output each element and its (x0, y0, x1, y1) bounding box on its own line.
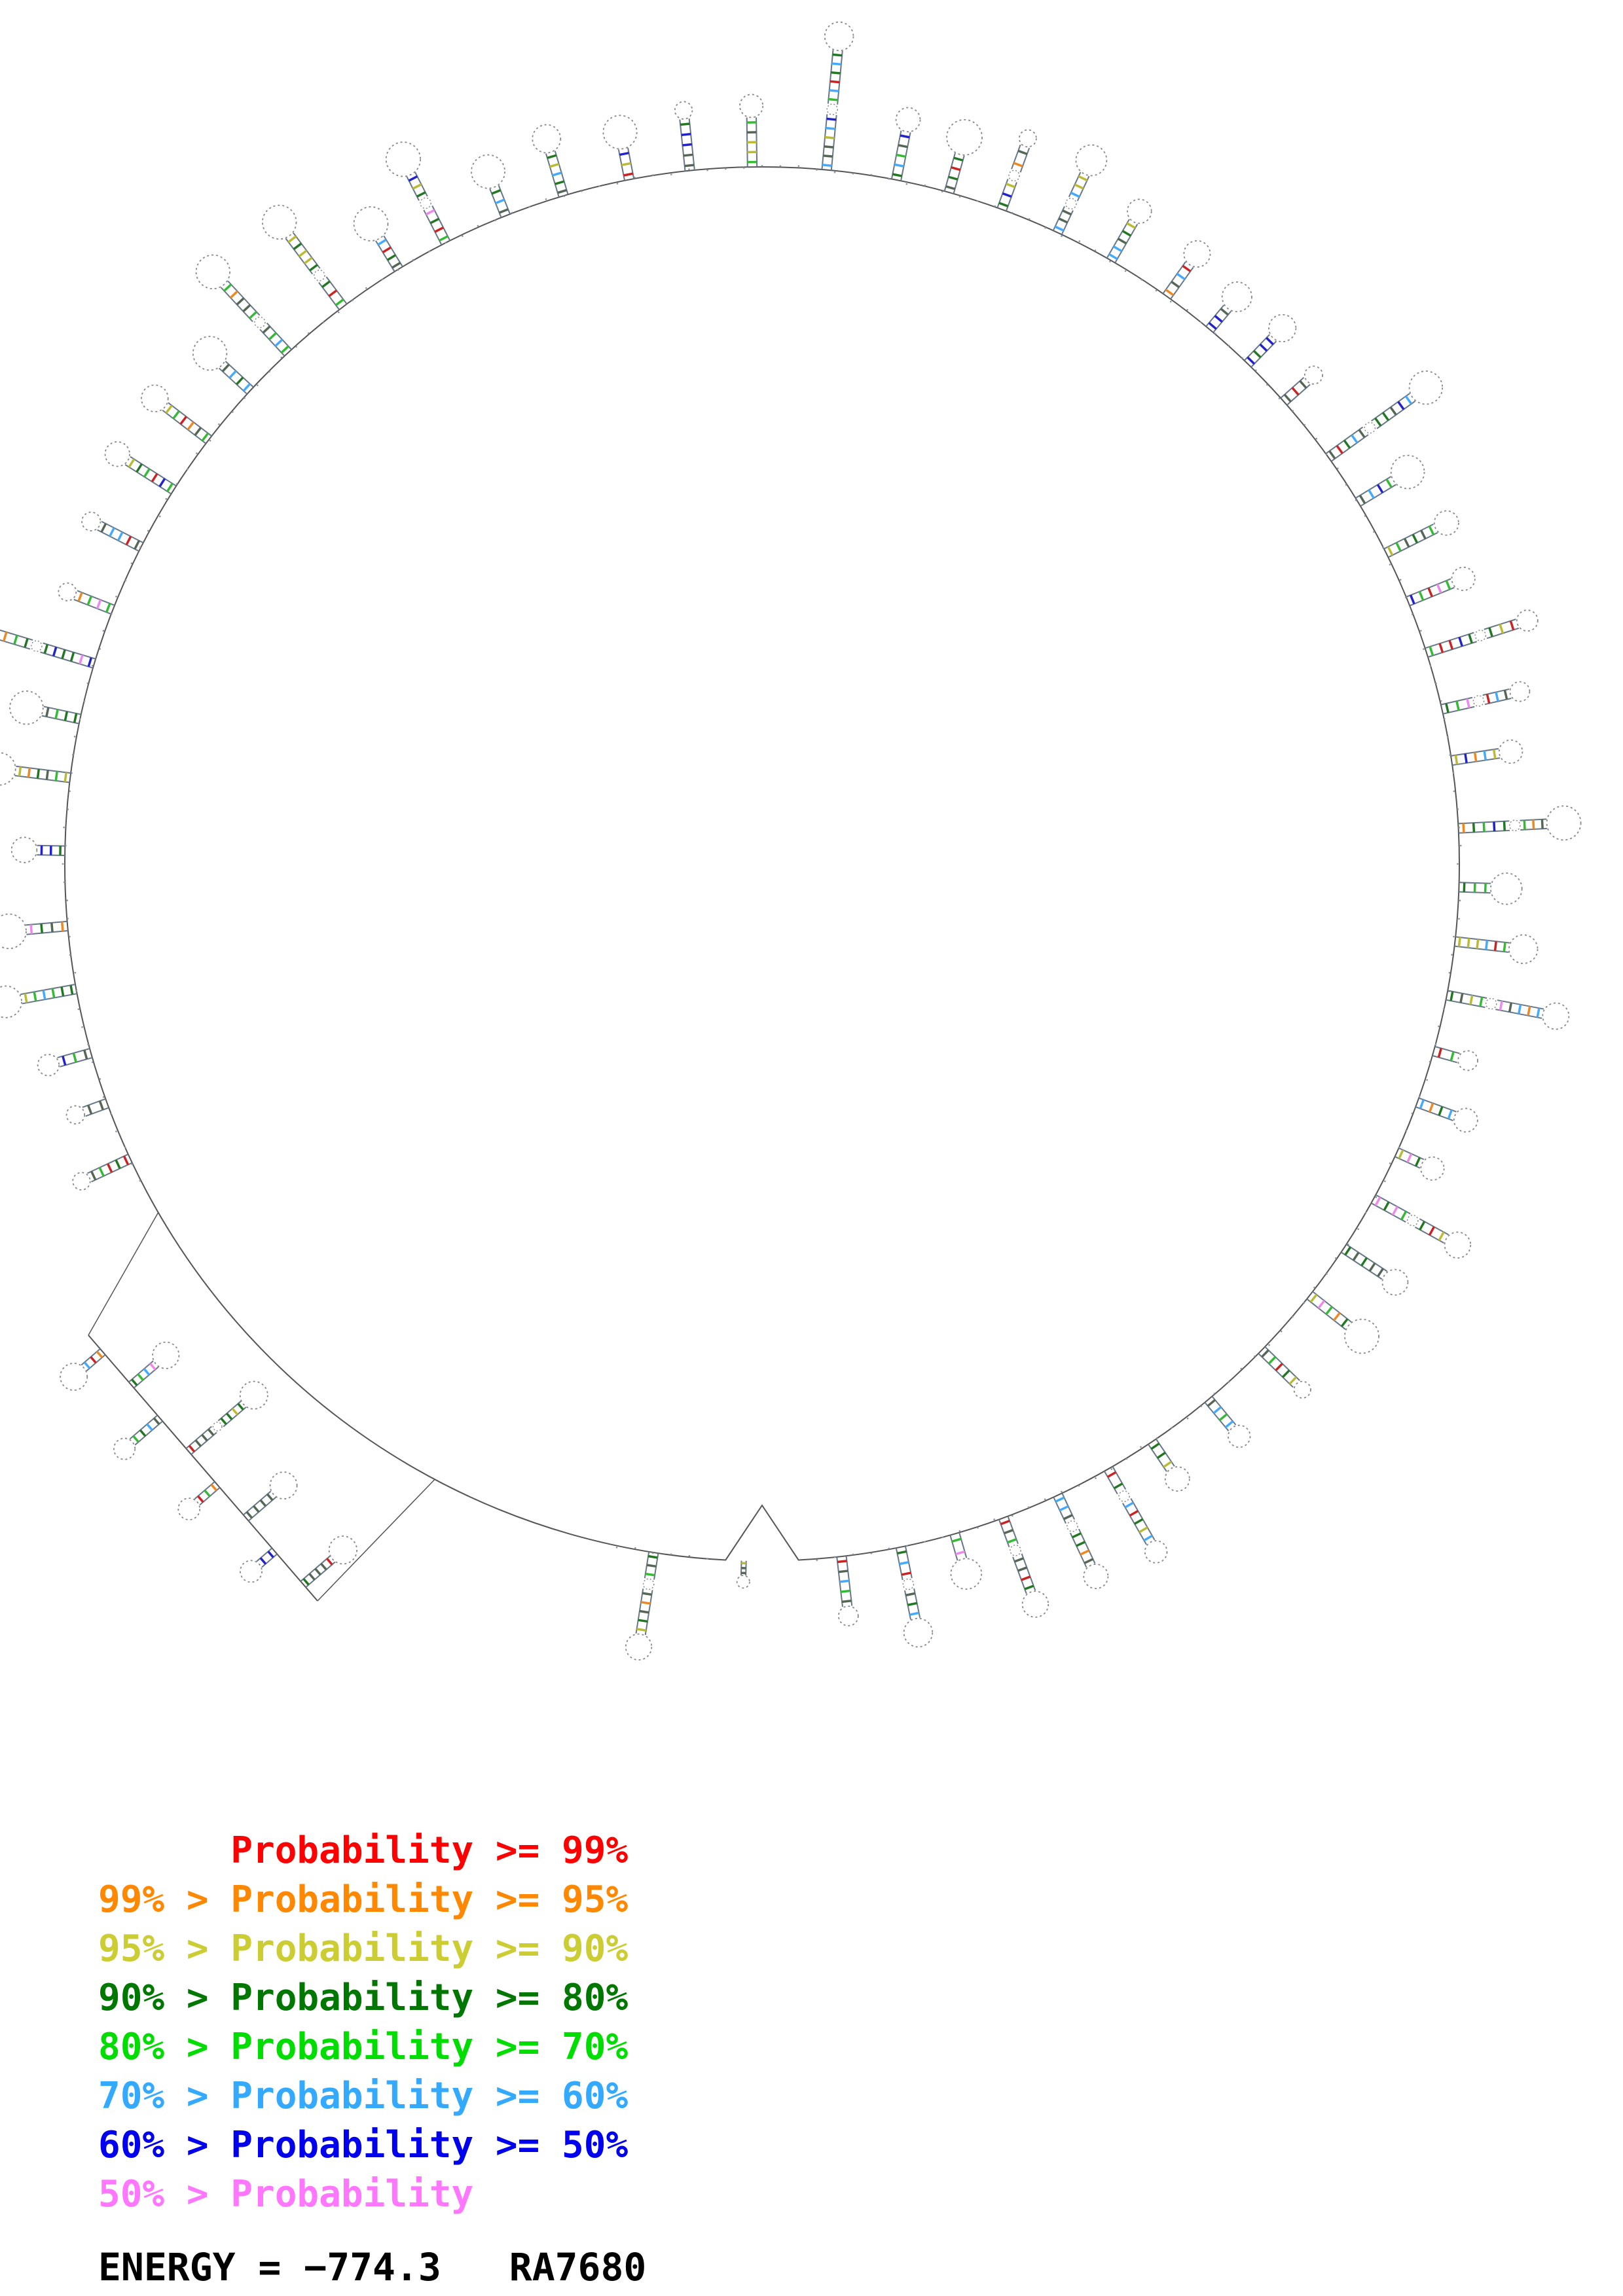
hairpin (195, 254, 292, 357)
legend-item-50-60: 60% > Probability >= 50% (98, 2124, 629, 2166)
hairpin (895, 1546, 934, 1648)
legend-item-60-70: 70% > Probability >= 60% (98, 2075, 629, 2117)
hairpin (836, 1556, 859, 1626)
hairpin (943, 118, 983, 194)
hairpin (60, 1348, 106, 1391)
hairpin (1425, 609, 1539, 658)
legend-item-70-80: 80% > Probability >= 70% (98, 2026, 629, 2068)
hairpin (185, 1380, 268, 1455)
hairpin (261, 204, 348, 310)
hairpin (0, 752, 71, 786)
hairpin (9, 690, 81, 725)
hairpin (739, 94, 764, 168)
hairpin (10, 836, 65, 863)
legend-item-95-99: 99% > Probability >= 95% (98, 1878, 629, 1921)
hairpin (300, 1535, 358, 1588)
hairpin (1306, 1291, 1379, 1354)
hairpin (674, 101, 695, 171)
hairpin (1053, 1492, 1109, 1589)
hairpin (996, 129, 1037, 211)
hairpin (1280, 365, 1324, 406)
hairpin (1446, 990, 1570, 1030)
hairpin (385, 141, 451, 245)
legend: Probability >= 99% 99% > Probability >= … (98, 1826, 628, 2219)
hairpin (104, 441, 177, 495)
hairpin (821, 21, 854, 171)
hairpin (1204, 1395, 1251, 1448)
hairpin (1258, 1346, 1311, 1399)
hairpin (192, 336, 254, 395)
hairpin (1243, 314, 1297, 368)
hairpin (1454, 934, 1539, 964)
hairpin (1415, 1097, 1478, 1133)
legend-item-99: Probability >= 99% (98, 1829, 629, 1872)
hairpin (532, 124, 569, 198)
hairpin (243, 1471, 298, 1522)
hairpin (1148, 1439, 1190, 1492)
hairpin (177, 1481, 221, 1520)
hairpin (0, 629, 96, 669)
hairpin (37, 1048, 93, 1077)
legend-item-80-90: 90% > Probability >= 80% (98, 1977, 629, 2019)
legend-item-below-50: 50% > Probability (98, 2173, 474, 2215)
hairpin (353, 206, 403, 272)
hairpin (998, 1516, 1049, 1618)
hairpin (1459, 872, 1523, 905)
hairpin (1104, 1466, 1168, 1564)
hairpin (72, 1153, 133, 1191)
hairpin (141, 384, 212, 444)
hairpin (949, 1532, 983, 1590)
hairpin (1205, 281, 1252, 333)
hairpin (81, 511, 144, 552)
hairpin (1340, 1244, 1409, 1296)
hairpin (58, 582, 115, 615)
hairpin (1383, 510, 1459, 558)
hairpin (1432, 1046, 1478, 1071)
hairpin (0, 913, 68, 950)
hairpin (240, 1547, 278, 1583)
hairpin (1355, 454, 1425, 507)
hairpin (1450, 739, 1523, 766)
hairpin (1325, 370, 1444, 462)
hairpin (602, 115, 638, 181)
hairpin (0, 984, 77, 1018)
energy-value: ENERGY = −774.3 (98, 2245, 441, 2289)
hairpin (1370, 1194, 1472, 1259)
hairpin (1162, 240, 1211, 300)
legend-item-90-95: 95% > Probability >= 90% (98, 1928, 629, 1970)
hairpin (625, 1551, 659, 1661)
hairpin (736, 1560, 750, 1589)
hairpin (1406, 566, 1476, 607)
hairpin (1052, 144, 1108, 235)
hairpin (1458, 805, 1582, 841)
hairpin (1440, 681, 1531, 715)
hairpin (65, 1098, 109, 1125)
hairpin (890, 107, 921, 181)
hairpin (1106, 198, 1152, 264)
hairpin (1395, 1147, 1445, 1181)
energy-line: ENERGY = −774.3 RA7680 (98, 2245, 646, 2289)
structure-id: RA7680 (509, 2245, 647, 2289)
hairpin (128, 1341, 180, 1389)
hairpin (113, 1414, 163, 1460)
hairpin (471, 154, 511, 218)
